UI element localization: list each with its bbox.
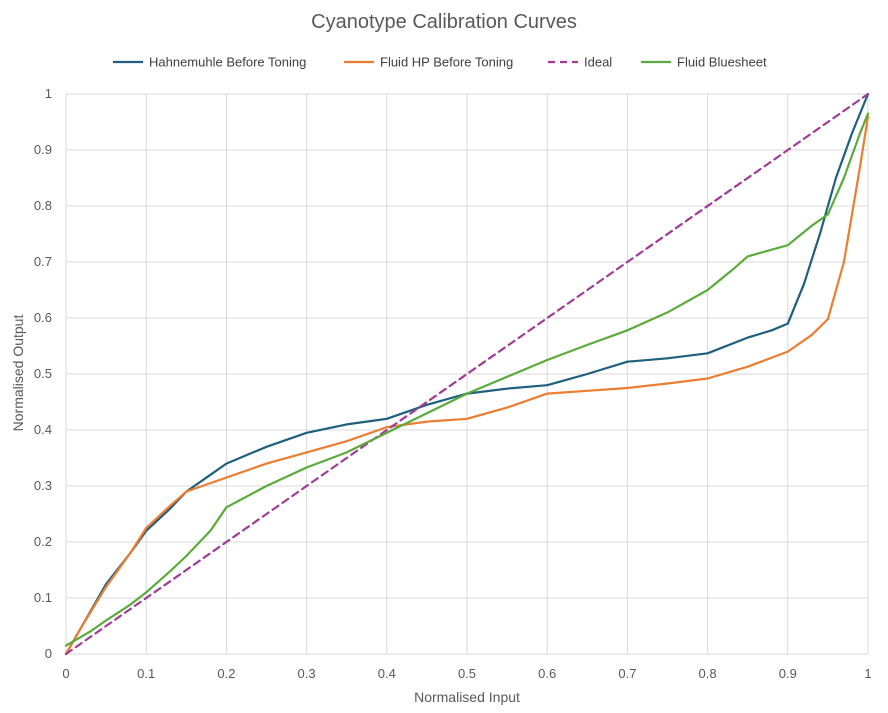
x-axis-ticks: 0 0.1 0.2 0.3 0.4 0.5 0.6 0.7 0.8 0.9 1 (62, 666, 871, 681)
y-tick-label: 0.4 (34, 422, 52, 437)
x-tick-label: 0.8 (699, 666, 717, 681)
y-tick-label: 1 (45, 86, 52, 101)
series-line-1 (64, 115, 870, 656)
x-tick-label: 0.2 (217, 666, 235, 681)
series-line-2 (64, 92, 870, 656)
chart-title: Cyanotype Calibration Curves (311, 11, 577, 33)
y-tick-label: 0.5 (34, 366, 52, 381)
y-tick-label: 0.2 (34, 534, 52, 549)
y-tick-label: 0.9 (34, 142, 52, 157)
y-axis-title: Normalised Output (10, 315, 26, 432)
legend-label: Ideal (584, 55, 612, 70)
x-tick-label: 1 (864, 666, 871, 681)
y-tick-label: 0.8 (34, 198, 52, 213)
x-tick-label: 0.6 (538, 666, 556, 681)
y-tick-label: 0.6 (34, 310, 52, 325)
x-tick-label: 0.9 (779, 666, 797, 681)
y-tick-label: 0 (45, 646, 52, 661)
y-tick-label: 0.7 (34, 254, 52, 269)
y-axis-ticks: 0 0.1 0.2 0.3 0.4 0.5 0.6 0.7 0.8 0.9 1 (34, 86, 52, 661)
x-tick-label: 0.7 (618, 666, 636, 681)
legend-label: Fluid HP Before Toning (380, 55, 513, 70)
x-tick-label: 0.1 (137, 666, 155, 681)
series-lines (64, 92, 870, 656)
series-line-3 (64, 112, 870, 647)
legend: Hahnemuhle Before Toning Fluid HP Before … (113, 55, 767, 70)
legend-label: Hahnemuhle Before Toning (149, 55, 306, 70)
grid-lines (65, 93, 869, 655)
y-tick-label: 0.3 (34, 478, 52, 493)
x-tick-label: 0.3 (298, 666, 316, 681)
y-tick-label: 0.1 (34, 590, 52, 605)
x-axis-title: Normalised Input (414, 689, 520, 705)
x-tick-label: 0.5 (458, 666, 476, 681)
x-tick-label: 0 (62, 666, 69, 681)
legend-label: Fluid Bluesheet (677, 55, 767, 70)
x-tick-label: 0.4 (378, 666, 396, 681)
